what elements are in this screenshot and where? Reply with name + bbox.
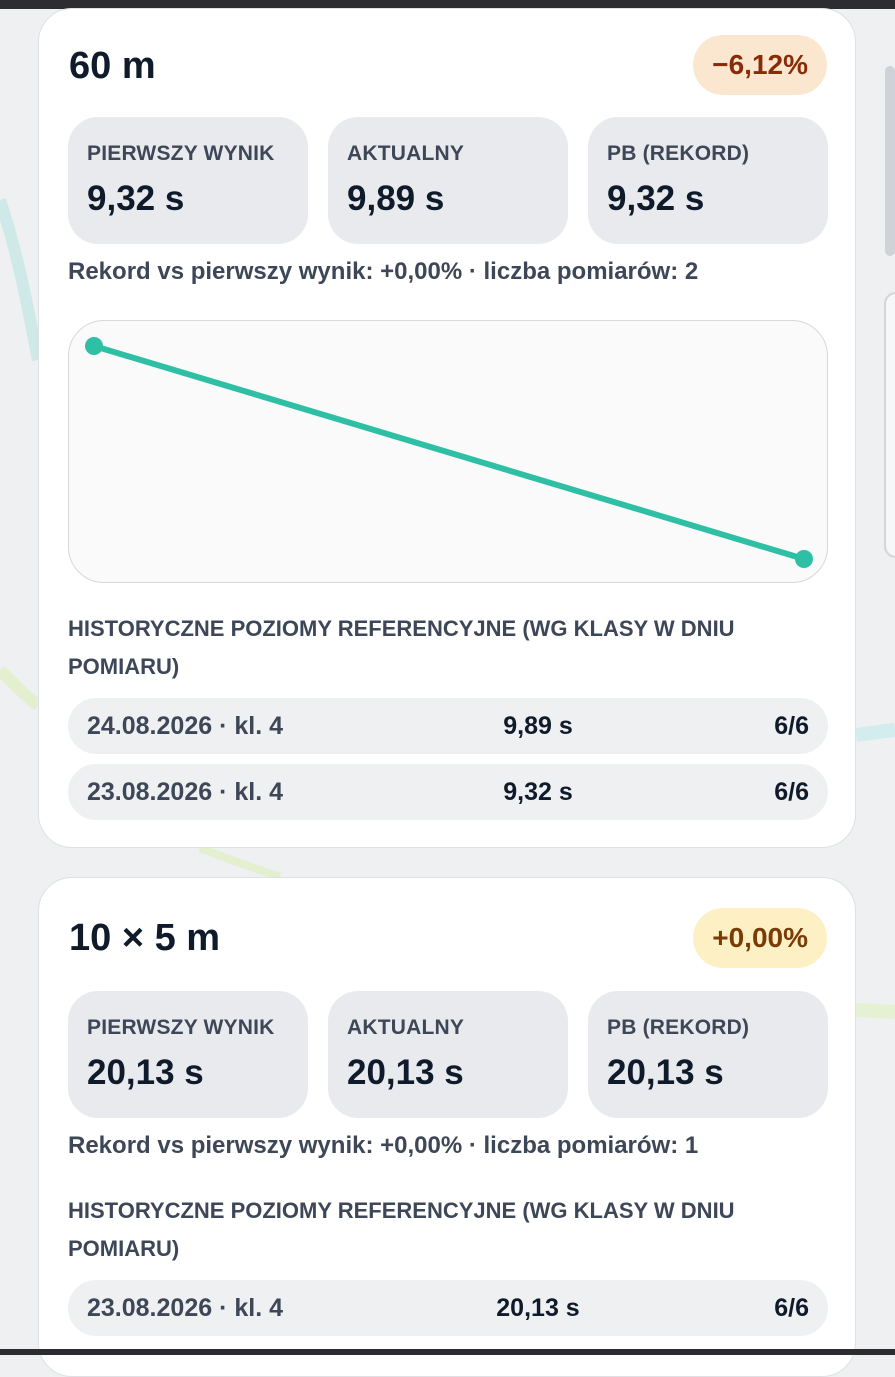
chart-series-line	[91, 343, 807, 562]
stat-value: 20,13 s	[607, 1053, 724, 1092]
stat-label: PIERWSZY WYNIK	[87, 1016, 275, 1039]
summary-text: Rekord vs pierwszy wynik: +0,00% · liczb…	[68, 1132, 699, 1159]
history-value: 9,89 s	[503, 712, 573, 740]
navigation-bar	[0, 1349, 895, 1355]
history-value: 9,32 s	[503, 778, 573, 806]
exercise-title: 60 m	[69, 45, 156, 87]
change-badge: −6,12%	[693, 35, 827, 95]
history-date: 23.08.2026 · kl. 4	[87, 1294, 283, 1322]
exercise-card-60m: 60 m −6,12% PIERWSZY WYNIK 9,32 s AKTUAL…	[38, 8, 856, 848]
progress-chart	[68, 320, 828, 583]
history-heading: HISTORYCZNE POZIOMY REFERENCYJNE (WG KLA…	[68, 616, 735, 679]
history-level: 6/6	[774, 712, 809, 740]
chart-svg	[85, 337, 813, 568]
change-badge: +0,00%	[693, 908, 827, 968]
stat-label: PB (REKORD)	[607, 1016, 750, 1039]
exercise-title: 10 × 5 m	[69, 917, 221, 959]
stat-first-result: PIERWSZY WYNIK 20,13 s	[68, 991, 308, 1118]
stat-value: 9,89 s	[347, 179, 445, 218]
stat-label: AKTUALNY	[347, 1016, 465, 1039]
stat-label: PB (REKORD)	[607, 142, 750, 165]
stat-value: 20,13 s	[347, 1053, 464, 1092]
stat-value: 9,32 s	[87, 179, 185, 218]
history-row: 23.08.2026 · kl. 4 9,32 s 6/6	[68, 764, 828, 820]
summary-text: Rekord vs pierwszy wynik: +0,00% · liczb…	[68, 258, 699, 285]
history-value: 20,13 s	[496, 1294, 580, 1322]
stat-current: AKTUALNY 20,13 s	[328, 991, 568, 1118]
chart-data-point	[85, 337, 103, 355]
history-row: 24.08.2026 · kl. 4 9,89 s 6/6	[68, 698, 828, 754]
stat-label: PIERWSZY WYNIK	[87, 142, 275, 165]
history-row: 23.08.2026 · kl. 4 20,13 s 6/6	[68, 1280, 828, 1336]
side-panel-edge	[884, 292, 895, 558]
history-heading: HISTORYCZNE POZIOMY REFERENCYJNE (WG KLA…	[68, 1198, 735, 1261]
status-bar	[0, 0, 895, 9]
stat-value: 20,13 s	[87, 1053, 204, 1092]
history-level: 6/6	[774, 778, 809, 806]
stat-value: 9,32 s	[607, 179, 705, 218]
history-date: 23.08.2026 · kl. 4	[87, 778, 283, 806]
stat-first-result: PIERWSZY WYNIK 9,32 s	[68, 117, 308, 244]
history-date: 24.08.2026 · kl. 4	[87, 712, 283, 740]
scrollbar[interactable]	[885, 66, 895, 256]
stat-label: AKTUALNY	[347, 142, 465, 165]
exercise-card-10x5m: 10 × 5 m +0,00% PIERWSZY WYNIK 20,13 s A…	[38, 877, 856, 1377]
stat-personal-best: PB (REKORD) 9,32 s	[588, 117, 828, 244]
chart-data-point	[795, 550, 813, 568]
stat-personal-best: PB (REKORD) 20,13 s	[588, 991, 828, 1118]
history-level: 6/6	[774, 1294, 809, 1322]
stat-current: AKTUALNY 9,89 s	[328, 117, 568, 244]
